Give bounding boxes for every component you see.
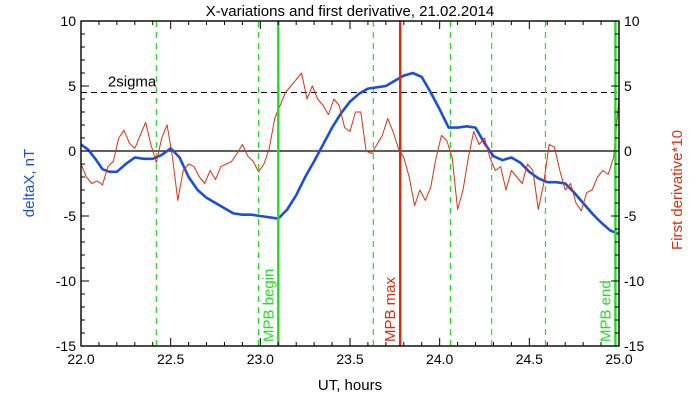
y-tick-label-left-1: 5 bbox=[68, 78, 76, 94]
threshold-label: 2sigma bbox=[108, 74, 157, 91]
y-tick-label-right-1: 5 bbox=[624, 78, 632, 94]
x-tick-label-1: 22.5 bbox=[157, 351, 184, 367]
y-tick-label-left-0: 10 bbox=[60, 13, 76, 29]
chart-title: X-variations and first derivative, 21.02… bbox=[206, 3, 495, 20]
y-tick-label-right-3: -5 bbox=[624, 208, 637, 224]
y-tick-label-left-5: -15 bbox=[56, 338, 76, 354]
y-tick-label-left-2: 0 bbox=[68, 143, 76, 159]
series-line-deltaX bbox=[80, 71, 620, 236]
x-tick-label-0: 22.0 bbox=[67, 351, 94, 367]
x-tick-label-2: 23.0 bbox=[247, 351, 274, 367]
y-axis-left-label: deltaX, nT bbox=[21, 149, 38, 217]
x-tick-label-6: 25.0 bbox=[605, 351, 632, 367]
y-tick-label-right-5: -15 bbox=[624, 338, 644, 354]
x-tick-label-3: 23.5 bbox=[336, 351, 363, 367]
plot-frame bbox=[80, 20, 620, 347]
y-tick-label-right-2: 0 bbox=[624, 143, 632, 159]
y-axis-right-label: First derivative*10 bbox=[669, 130, 686, 250]
x-tick-label-4: 24.0 bbox=[426, 351, 453, 367]
y-tick-label-left-4: -10 bbox=[56, 273, 76, 289]
y-tick-label-left-3: -5 bbox=[64, 208, 77, 224]
series-line-derivative bbox=[80, 72, 620, 212]
event-label-1: MPB max bbox=[382, 276, 399, 342]
x-tick-label-5: 24.5 bbox=[516, 351, 543, 367]
x-axis-label: UT, hours bbox=[318, 377, 382, 394]
event-label-2: MPB end bbox=[597, 280, 614, 342]
event-label-0: MPB begin bbox=[260, 269, 277, 342]
y-tick-label-right-0: 10 bbox=[624, 13, 640, 29]
y-tick-label-right-4: -10 bbox=[624, 273, 644, 289]
